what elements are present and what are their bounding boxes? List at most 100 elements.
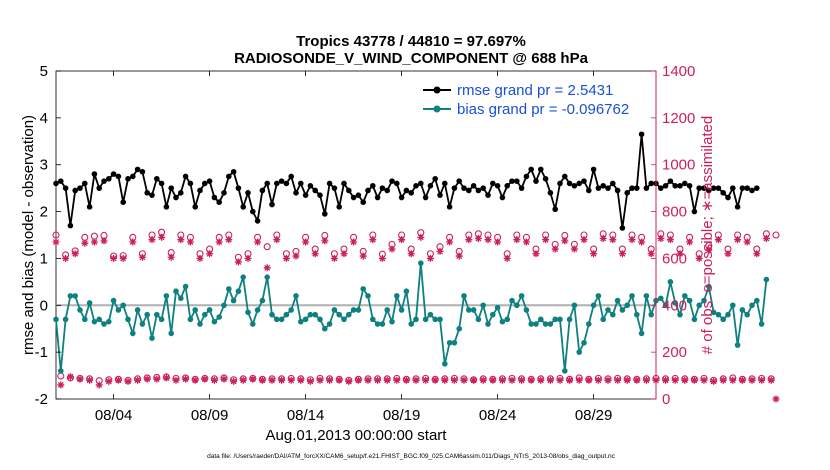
rmse-point bbox=[437, 192, 443, 198]
obs_assimilated-marker bbox=[306, 377, 314, 385]
bias-point bbox=[600, 316, 606, 323]
y-left-tick-label: 5 bbox=[40, 63, 48, 80]
obs_assimilated-marker bbox=[52, 238, 60, 246]
rmse-point bbox=[202, 180, 208, 187]
bias-point bbox=[149, 335, 155, 341]
bias-point bbox=[677, 311, 683, 318]
obs_assimilated-marker bbox=[460, 376, 468, 384]
obs_assimilated-marker bbox=[62, 254, 70, 262]
obs_assimilated-marker bbox=[527, 376, 535, 384]
obs_assimilated-marker bbox=[556, 376, 564, 384]
rmse-point bbox=[576, 180, 582, 187]
rmse-point bbox=[322, 211, 328, 217]
bias-point bbox=[504, 316, 511, 323]
bias-point bbox=[610, 311, 616, 318]
obs_assimilated-marker bbox=[633, 376, 641, 384]
bias-point bbox=[461, 293, 467, 299]
obs_possible-marker bbox=[52, 231, 60, 239]
obs_assimilated-marker bbox=[551, 245, 559, 253]
rmse-point bbox=[461, 185, 467, 191]
rmse-point bbox=[139, 168, 146, 175]
obs_assimilated-marker bbox=[450, 376, 458, 384]
obs_assimilated-marker bbox=[537, 376, 545, 384]
rmse-point bbox=[178, 190, 184, 196]
bias-point bbox=[202, 311, 208, 318]
bias-point bbox=[245, 309, 251, 316]
obs_assimilated-marker bbox=[326, 376, 334, 384]
rmse-point bbox=[77, 185, 83, 191]
obs_assimilated-marker bbox=[508, 376, 516, 384]
bias-point bbox=[624, 302, 630, 309]
obs_assimilated-marker bbox=[158, 233, 166, 241]
bias-point bbox=[283, 311, 290, 318]
rmse-point bbox=[682, 180, 688, 187]
rmse-point bbox=[533, 178, 539, 184]
rmse-point bbox=[235, 185, 242, 191]
bias-point bbox=[173, 288, 179, 295]
y-left-tick-label: -1 bbox=[35, 344, 48, 361]
obs_assimilated-marker bbox=[503, 254, 511, 262]
bias-point bbox=[360, 286, 367, 292]
bias-point bbox=[590, 302, 597, 309]
bias-point bbox=[490, 311, 496, 318]
bias-point bbox=[322, 325, 328, 332]
obs_assimilated-marker bbox=[609, 236, 617, 244]
bias-point bbox=[456, 325, 463, 332]
bias-point bbox=[254, 307, 261, 313]
bias-point bbox=[341, 316, 347, 323]
obs_assimilated-marker bbox=[455, 252, 463, 260]
obs_assimilated-series bbox=[52, 233, 780, 403]
rmse-point bbox=[629, 185, 635, 191]
rmse-point bbox=[542, 175, 549, 182]
rmse-point bbox=[226, 173, 232, 180]
bias-point bbox=[326, 321, 333, 327]
bias-point bbox=[226, 286, 232, 292]
obs_assimilated-marker bbox=[330, 254, 338, 262]
bias-point bbox=[110, 297, 117, 304]
obs_assimilated-marker bbox=[695, 254, 703, 262]
obs_assimilated-marker bbox=[412, 376, 420, 384]
obs_assimilated-marker bbox=[724, 250, 732, 258]
rmse-point bbox=[432, 175, 439, 182]
bias-point bbox=[715, 311, 722, 318]
obs_assimilated-marker bbox=[66, 373, 74, 381]
y-left-tick-label: 2 bbox=[40, 204, 48, 221]
obs_assimilated-marker bbox=[177, 236, 185, 244]
obs_assimilated-marker bbox=[594, 376, 602, 384]
bias-point bbox=[288, 307, 295, 313]
obs_assimilated-marker bbox=[268, 376, 276, 384]
bias-point bbox=[691, 316, 698, 323]
rmse-point bbox=[341, 180, 347, 187]
rmse-point bbox=[509, 178, 515, 184]
bias-point bbox=[182, 283, 189, 290]
rmse-point bbox=[331, 185, 338, 191]
rmse-point bbox=[82, 180, 88, 187]
bias-point bbox=[134, 307, 141, 313]
bias-point bbox=[317, 316, 323, 323]
bias-point bbox=[101, 321, 107, 327]
obs_assimilated-marker bbox=[614, 376, 622, 384]
obs_assimilated-marker bbox=[273, 236, 281, 244]
bias-point bbox=[648, 311, 654, 318]
bias-point bbox=[451, 339, 458, 346]
bias-point bbox=[499, 318, 506, 325]
rmse-point bbox=[245, 190, 251, 196]
rmse-point bbox=[163, 204, 170, 210]
obs_assimilated-marker bbox=[494, 238, 502, 246]
bias-point bbox=[422, 316, 429, 323]
obs_assimilated-marker bbox=[76, 375, 84, 383]
obs_assimilated-marker bbox=[474, 235, 482, 243]
obs_assimilated-marker bbox=[167, 253, 175, 261]
obs_assimilated-marker bbox=[758, 376, 766, 384]
rmse-point bbox=[710, 185, 717, 191]
obs_assimilated-marker bbox=[119, 254, 127, 262]
bias-point bbox=[144, 311, 150, 318]
bias-point bbox=[278, 316, 285, 323]
bias-point bbox=[763, 276, 770, 283]
legend-rmse-label: rmse grand pr = 2.5431 bbox=[457, 82, 613, 99]
obs_assimilated-marker bbox=[191, 376, 199, 384]
bias-point bbox=[758, 321, 765, 327]
obs_assimilated-marker bbox=[628, 236, 636, 244]
bias-point bbox=[475, 316, 482, 323]
bias-point bbox=[432, 316, 439, 323]
